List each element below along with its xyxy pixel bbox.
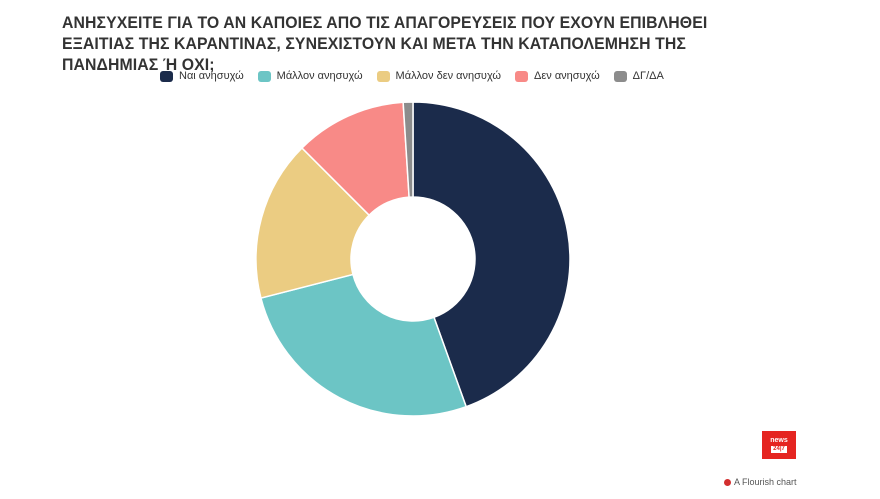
legend-label-2: Μάλλον δεν ανησυχώ bbox=[395, 70, 502, 82]
donut-slice-2[interactable] bbox=[255, 146, 371, 299]
legend-label-0: Ναι ανησυχώ bbox=[179, 70, 244, 82]
legend: Ναι ανησυχώ Μάλλον ανησυχώ Μάλλον δεν αν… bbox=[160, 70, 664, 82]
credit-text: A Flourish chart bbox=[734, 477, 797, 487]
logo-top-text: news bbox=[770, 437, 788, 444]
logo-bottom-text: 24|7 bbox=[771, 446, 787, 453]
donut-slice-0[interactable] bbox=[412, 101, 571, 408]
legend-item-1[interactable]: Μάλλον ανησυχώ bbox=[257, 70, 363, 82]
legend-swatch-4 bbox=[613, 70, 627, 82]
legend-swatch-1 bbox=[257, 70, 271, 82]
chart-title: ΑΝΗΣΥΧΕΙΤΕ ΓΙΑ ΤΟ ΑΝ ΚΑΠΟΙΕΣ ΑΠΟ ΤΙΣ ΑΠΑ… bbox=[62, 13, 708, 74]
legend-label-3: Δεν ανησυχώ bbox=[534, 70, 600, 82]
flourish-logo-icon bbox=[724, 478, 731, 486]
legend-item-0[interactable]: Ναι ανησυχώ bbox=[160, 70, 244, 82]
news247-logo: news 24|7 bbox=[762, 431, 796, 459]
legend-swatch-2 bbox=[376, 70, 390, 82]
legend-swatch-0 bbox=[160, 70, 173, 82]
legend-label-1: Μάλλον ανησυχώ bbox=[276, 70, 363, 82]
legend-swatch-3 bbox=[515, 70, 529, 82]
legend-item-2[interactable]: Μάλλον δεν ανησυχώ bbox=[376, 70, 502, 82]
legend-item-4[interactable]: ΔΓ/ΔΑ bbox=[613, 70, 664, 82]
flourish-credit[interactable]: A Flourish chart bbox=[724, 477, 797, 487]
donut-slice-1[interactable] bbox=[260, 273, 468, 417]
legend-item-3[interactable]: Δεν ανησυχώ bbox=[515, 70, 600, 82]
donut-slice-4[interactable] bbox=[402, 101, 414, 198]
legend-label-4: ΔΓ/ΔΑ bbox=[632, 70, 664, 82]
